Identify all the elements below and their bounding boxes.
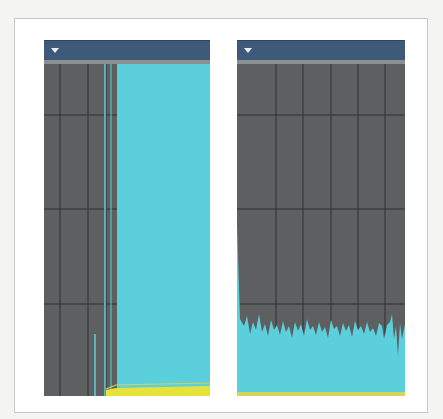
- signal-panel-right[interactable]: [237, 40, 405, 396]
- baseline-band: [106, 386, 210, 396]
- panel-header: [237, 40, 405, 60]
- signal-noise-fill: [237, 224, 405, 396]
- baseline-band: [237, 392, 405, 396]
- panel-header: [44, 40, 210, 60]
- header-divider: [237, 60, 405, 64]
- plot-area-right: [237, 64, 405, 396]
- signal-panel-left[interactable]: [44, 40, 210, 396]
- header-divider: [44, 60, 210, 64]
- chevron-down-icon[interactable]: [48, 44, 62, 58]
- plot-area-left: [44, 64, 210, 396]
- baseline-edge: [105, 382, 210, 390]
- signal-fill: [117, 64, 210, 396]
- chevron-down-icon[interactable]: [241, 44, 255, 58]
